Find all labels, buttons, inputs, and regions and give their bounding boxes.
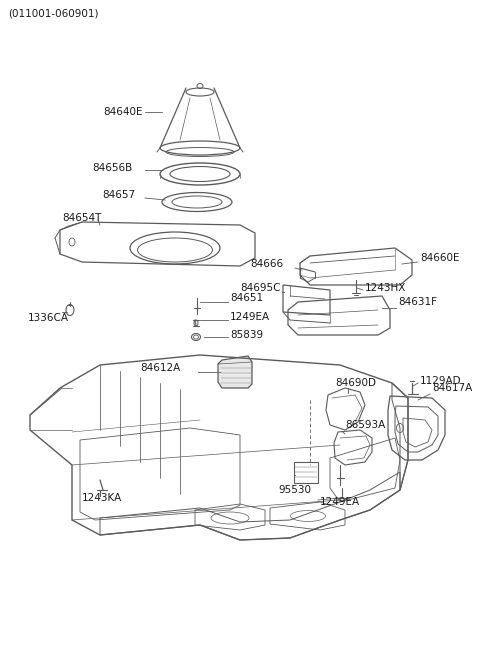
Text: 95530: 95530 xyxy=(278,485,311,495)
Text: 1249EA: 1249EA xyxy=(320,497,360,507)
Text: 84657: 84657 xyxy=(102,190,135,200)
Text: 1336CA: 1336CA xyxy=(28,313,69,323)
Text: 1129AD: 1129AD xyxy=(420,376,462,386)
Text: 86593A: 86593A xyxy=(345,420,385,430)
Text: 84631F: 84631F xyxy=(398,297,437,307)
Text: (011001-060901): (011001-060901) xyxy=(8,9,98,19)
Text: 84617A: 84617A xyxy=(432,383,472,393)
Text: 85839: 85839 xyxy=(230,330,263,340)
Text: 84660E: 84660E xyxy=(420,253,459,263)
Text: 84654T: 84654T xyxy=(62,213,101,223)
Text: 84666: 84666 xyxy=(250,259,283,269)
Text: 84651: 84651 xyxy=(230,293,263,303)
Text: 1249EA: 1249EA xyxy=(230,312,270,322)
Text: 84612A: 84612A xyxy=(140,363,180,373)
Text: 84656B: 84656B xyxy=(92,163,132,173)
Text: 84640E: 84640E xyxy=(104,107,143,117)
Polygon shape xyxy=(218,356,252,388)
Text: 1243KA: 1243KA xyxy=(82,493,122,503)
Text: 84690D: 84690D xyxy=(335,378,376,388)
Text: 84695C: 84695C xyxy=(240,283,280,293)
Text: 1243HX: 1243HX xyxy=(365,283,407,293)
